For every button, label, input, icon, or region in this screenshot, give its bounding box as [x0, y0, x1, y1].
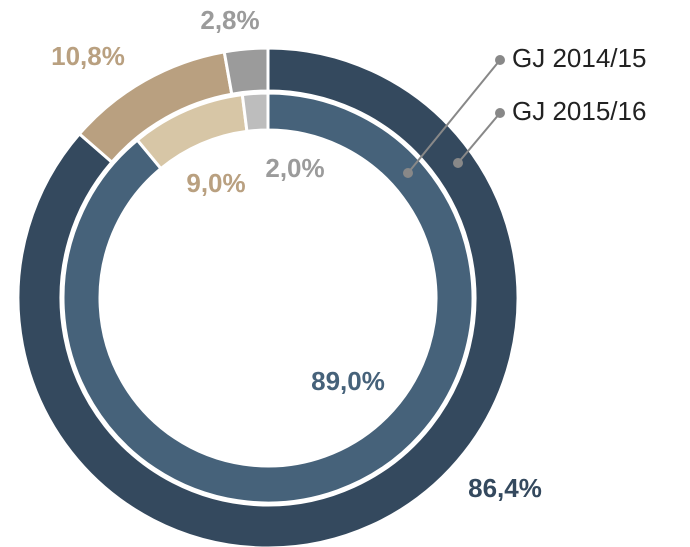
legend-dot	[495, 108, 505, 118]
donut-segment	[61, 91, 475, 505]
legend-label: GJ 2015/16	[512, 96, 646, 126]
legend-dot	[453, 158, 463, 168]
value-label: 86,4%	[468, 473, 542, 503]
legend-leader	[407, 59, 501, 174]
value-label: 2,8%	[200, 5, 259, 35]
donut-segment	[240, 91, 270, 134]
legend-dot	[495, 55, 505, 65]
donut-segment	[16, 46, 520, 547]
value-label: 89,0%	[311, 366, 385, 396]
legend-leader	[457, 112, 501, 164]
legend-dot	[403, 168, 413, 178]
legend-label: GJ 2014/15	[512, 43, 646, 73]
donut-segment	[222, 46, 270, 96]
value-label: 9,0%	[186, 168, 245, 198]
value-label: 2,0%	[265, 153, 324, 183]
value-label: 10,8%	[51, 41, 125, 71]
